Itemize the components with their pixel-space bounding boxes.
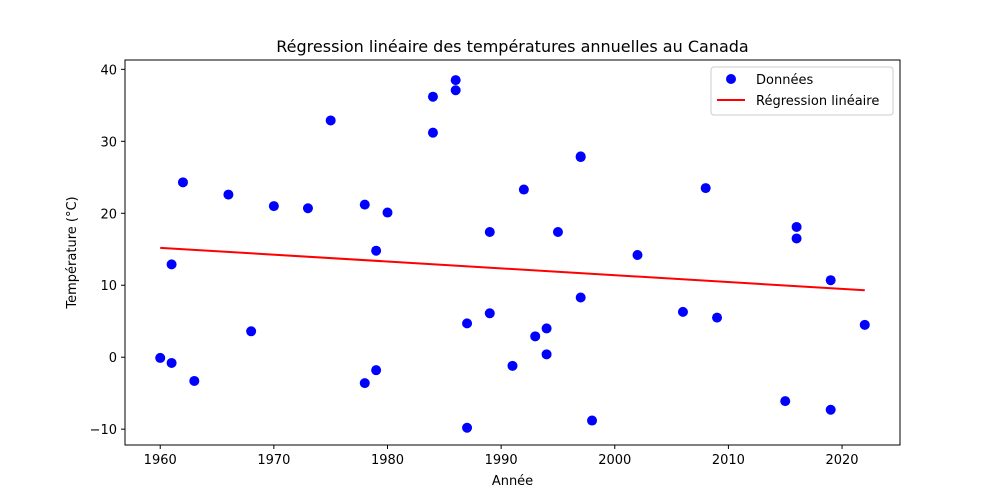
data-point-13 [371,365,382,376]
x-tick-label-1960: 1960 [144,453,177,468]
y-tick-label-0: 0 [109,351,117,366]
data-point-35 [700,183,711,194]
data-point-16 [427,127,438,138]
data-point-19 [462,318,473,329]
data-point-33 [632,250,643,261]
data-point-27 [541,349,552,360]
data-point-10 [359,199,370,210]
data-point-30 [575,152,586,163]
data-point-32 [587,415,598,426]
x-tick-label-1970: 1970 [257,453,290,468]
data-point-21 [484,226,495,237]
data-point-3 [177,177,188,188]
regression-line [160,246,865,292]
y-tick-label-30: 30 [100,135,117,150]
x-tick-label-2020: 2020 [825,453,858,468]
x-tick-label-2010: 2010 [712,453,745,468]
data-point-40 [825,275,836,286]
data-point-1 [166,259,177,270]
data-point-8 [302,203,313,214]
x-tick-label-1990: 1990 [485,453,518,468]
data-point-28 [552,226,563,237]
y-tick-label--10: −10 [90,423,117,438]
data-point-25 [530,331,541,342]
y-tick-label-40: 40 [100,63,117,78]
data-point-31 [575,292,586,303]
data-point-34 [677,306,688,317]
data-point-20 [462,422,473,433]
x-axis-label: Année [492,474,533,489]
legend-box [710,66,894,116]
legend: Données Régression linéaire [710,66,894,116]
x-tick-label-1980: 1980 [371,453,404,468]
data-point-17 [450,75,461,86]
x-tick-label-2000: 2000 [598,453,631,468]
data-point-14 [382,207,393,218]
data-point-26 [541,323,552,334]
data-point-37 [780,396,791,407]
data-point-4 [189,375,200,386]
data-point-7 [268,201,279,212]
data-point-11 [359,378,370,389]
y-axis-label: Température (°C) [65,196,80,309]
y-tick-label-20: 20 [100,207,117,222]
data-point-38 [791,221,802,232]
data-point-0 [155,352,166,363]
data-point-2 [166,357,177,368]
chart-marks [155,75,870,433]
legend-label-regression: Régression linéaire [756,94,879,109]
data-point-36 [712,312,723,323]
data-point-39 [791,233,802,244]
chart-title: Régression linéaire des températures ann… [276,37,748,56]
axis-ticks: 1960 1970 1980 1990 2000 2010 2020 −10 0 10 20 30 40 [90,63,859,468]
plot-frame [124,59,901,446]
y-tick-label-10: 10 [100,279,117,294]
data-point-42 [859,319,870,330]
data-point-23 [507,360,518,371]
data-point-12 [371,245,382,256]
data-point-5 [223,189,234,200]
data-point-24 [518,184,529,195]
data-point-22 [484,308,495,319]
legend-label-donnees: Données [756,73,813,88]
data-point-15 [427,91,438,102]
data-point-18 [450,85,461,96]
data-point-41 [825,404,836,415]
data-point-9 [325,115,336,126]
legend-marker-donnees [726,74,736,84]
data-point-6 [246,326,257,337]
